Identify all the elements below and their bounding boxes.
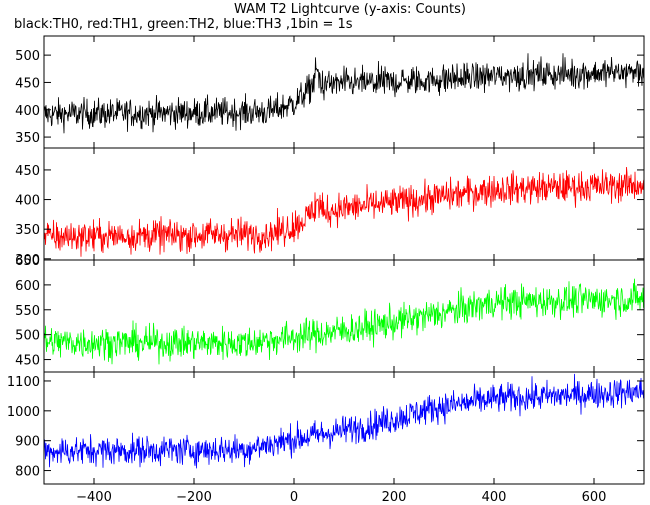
panel-frame-3 [43,371,645,485]
y-tick-label: 350 [15,223,40,238]
y-tick-label: 300 [15,253,40,268]
y-tick-label: 1100 [7,375,40,390]
y-tick-label: 400 [15,104,40,119]
y-tick-label: 1000 [7,405,40,420]
panel-2: 450 500 550 600 650 [15,254,645,373]
x-tick-label: −200 [176,490,212,505]
y-tick-label: 450 [15,354,40,369]
panel-1: 300 350 400 450 [15,147,645,268]
x-tick-label: 600 [582,490,607,505]
x-tick-label: 200 [382,490,407,505]
y-tick-label: 500 [15,49,40,64]
chart-subtitle: black:TH0, red:TH1, green:TH2, blue:TH3 … [14,17,353,32]
series-line-2 [44,278,644,365]
panel-frame-0 [43,35,645,149]
y-tick-label: 450 [15,76,40,91]
y-tick-label: 800 [15,465,40,480]
y-tick-label: 550 [15,304,40,319]
y-tick-label: 900 [15,435,40,450]
series-line-1 [44,166,644,257]
chart-title: WAM T2 Lightcurve (y-axis: Counts) [234,2,466,17]
x-axis: −400 −200 0 200 400 600 [76,490,606,505]
y-tick-label: 450 [15,164,40,179]
series-line-0 [44,53,644,134]
series-line-3 [44,373,644,469]
panels-group: 350 400 450 500 300 350 400 450 450 500 550 600 650 8… [7,35,645,485]
y-tick-label: 400 [15,194,40,209]
panel-frame-2 [43,259,645,373]
panel-3: 800 900 1000 1100 [7,371,645,485]
y-tick-label: 500 [15,329,40,344]
x-tick-label: 0 [290,490,298,505]
panel-0: 350 400 450 500 [15,35,645,149]
y-tick-label: 600 [15,279,40,294]
x-tick-label: −400 [76,490,112,505]
y-tick-label: 650 [15,254,40,269]
x-tick-label: 400 [482,490,507,505]
y-tick-label: 350 [15,131,40,146]
